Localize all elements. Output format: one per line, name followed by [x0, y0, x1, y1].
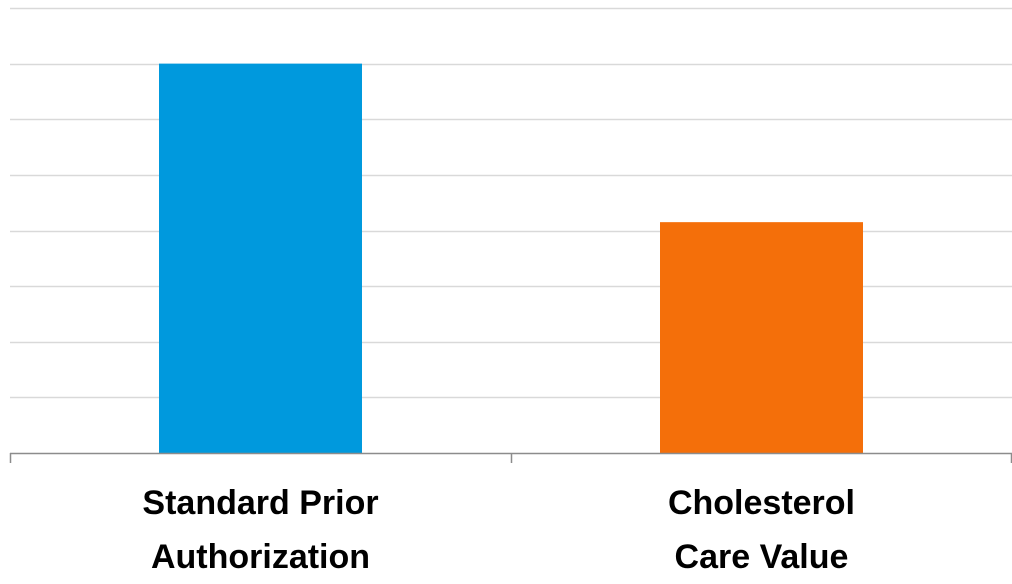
bars — [159, 63, 863, 453]
x-tick-label-1: Standard Prior Authorization — [61, 476, 461, 584]
x-tick-label-line: Care Value — [674, 538, 849, 576]
x-tick-label-2: Cholesterol Care Value — [562, 476, 962, 584]
x-tick-label-line: Authorization — [150, 538, 371, 576]
bar-1 — [159, 63, 362, 453]
x-tick-label-line: Standard Prior — [142, 484, 379, 522]
bar-chart — [9, 7, 1012, 463]
x-axis — [9, 452, 1012, 463]
x-tick-label-line: Cholesterol — [667, 484, 856, 522]
bar-2 — [660, 222, 863, 453]
